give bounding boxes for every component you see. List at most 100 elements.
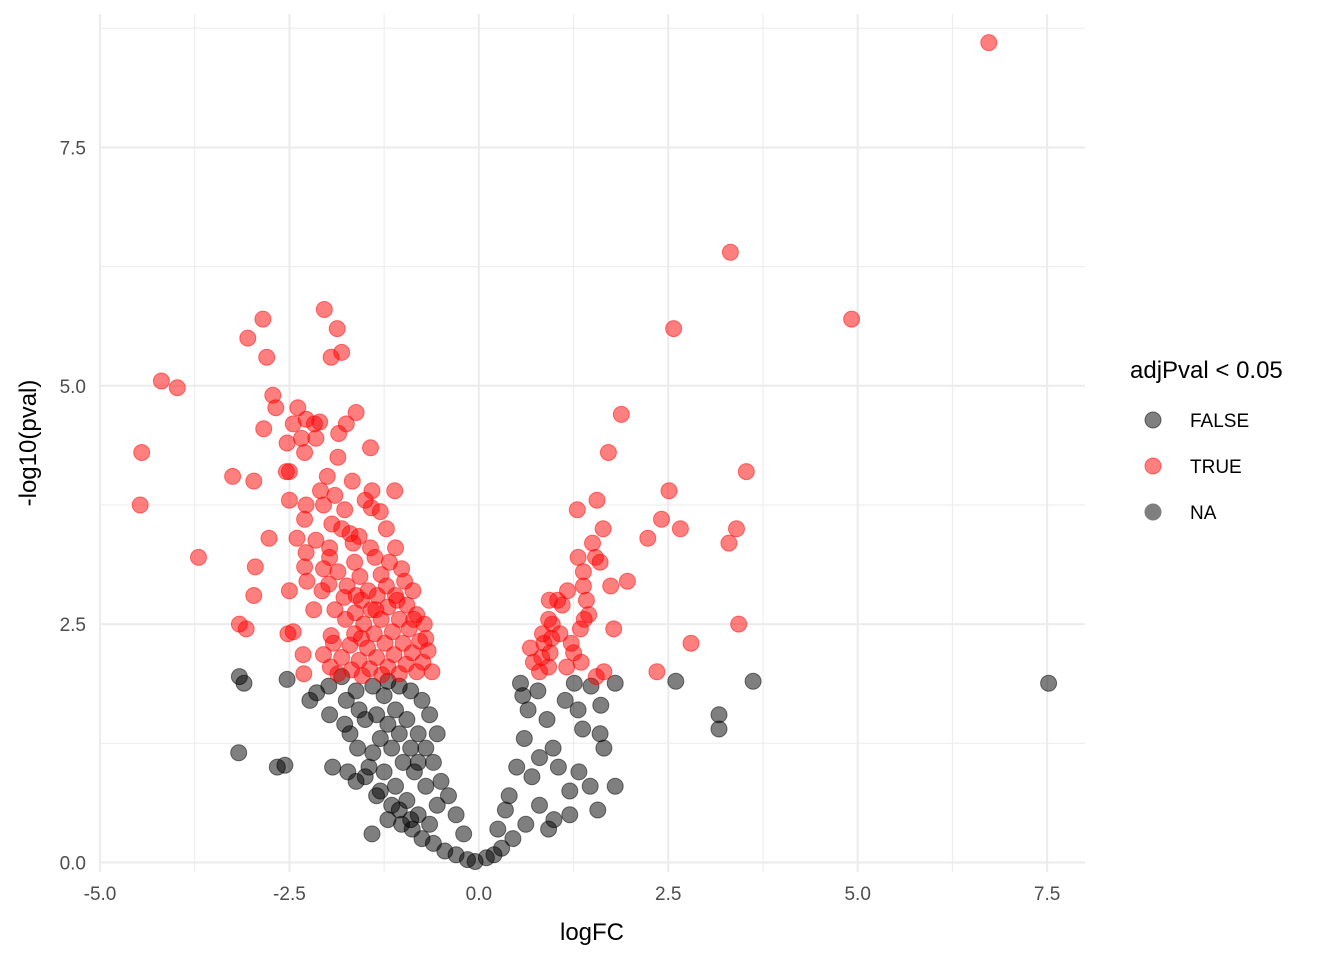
data-point-true: [605, 620, 623, 638]
data-point-true: [574, 563, 592, 581]
data-point-false: [417, 777, 435, 795]
data-point-false: [1040, 674, 1058, 692]
data-point-false: [556, 691, 574, 709]
data-point-false: [544, 739, 562, 757]
data-point-true: [294, 646, 312, 664]
data-point-true: [337, 610, 354, 628]
data-point-false: [595, 739, 613, 757]
data-point-false: [523, 768, 541, 786]
data-point-false: [402, 739, 420, 757]
data-point-false: [570, 763, 588, 781]
data-point-false: [375, 763, 393, 781]
data-point-true: [588, 491, 606, 509]
data-point-true: [297, 496, 315, 514]
data-point-true: [258, 348, 276, 366]
x-axis-title: logFC: [560, 919, 624, 946]
y-tick-label: 2.5: [60, 615, 86, 636]
data-point-false: [235, 674, 253, 692]
data-point-true: [568, 501, 586, 519]
data-point-false: [606, 674, 624, 692]
data-point-true: [322, 348, 340, 366]
data-point-true: [553, 596, 571, 614]
points-true-series: [131, 34, 998, 686]
data-point-true: [653, 510, 670, 528]
data-point-false: [574, 720, 592, 738]
x-tick-label: 2.5: [655, 884, 681, 905]
data-point-true: [315, 496, 332, 514]
data-point-false: [421, 815, 439, 833]
data-point-false: [278, 670, 296, 688]
x-tick-label: 5.0: [844, 884, 870, 905]
data-point-true: [295, 665, 313, 683]
data-point-false: [710, 720, 728, 738]
data-point-true: [594, 520, 612, 538]
data-point-true: [347, 587, 365, 604]
data-point-false: [569, 701, 587, 719]
data-point-true: [246, 558, 264, 576]
points-false-series: [230, 668, 1058, 870]
x-tick-label: 0.0: [466, 884, 492, 905]
data-point-false: [606, 777, 624, 795]
data-point-false: [375, 687, 393, 705]
data-point-true: [297, 544, 315, 562]
data-point-true: [313, 582, 331, 600]
data-point-false: [561, 806, 579, 824]
data-point-false: [364, 677, 382, 695]
data-point-true: [730, 615, 748, 633]
data-point-true: [329, 563, 347, 581]
data-point-false: [489, 820, 507, 838]
data-point-false: [710, 706, 728, 724]
data-point-true: [404, 582, 422, 600]
data-point-false: [589, 801, 607, 819]
data-point-false: [364, 744, 382, 762]
data-point-true: [660, 482, 678, 500]
data-point-false: [496, 801, 514, 819]
data-point-false: [321, 706, 339, 724]
data-point-true: [311, 413, 329, 431]
data-point-true: [296, 510, 314, 528]
data-point-false: [540, 820, 558, 838]
data-point-true: [293, 429, 310, 447]
data-point-true: [343, 472, 361, 490]
data-point-true: [284, 623, 302, 641]
data-point-true: [131, 496, 149, 514]
legend-entries: FALSE TRUE NA: [1144, 411, 1249, 524]
data-point-true: [387, 539, 404, 557]
data-point-true: [333, 649, 351, 666]
y-tick-label: 5.0: [60, 377, 86, 398]
data-point-true: [288, 529, 306, 547]
data-point-true: [371, 503, 389, 521]
data-point-false: [508, 758, 526, 776]
data-point-true: [721, 243, 739, 261]
data-point-false: [409, 725, 427, 743]
data-point-true: [665, 320, 683, 338]
data-point-true: [388, 591, 406, 609]
data-point-false: [515, 730, 533, 747]
data-point-false: [402, 682, 420, 700]
data-point-false: [500, 787, 518, 805]
data-point-true: [584, 534, 601, 552]
data-point-false: [421, 706, 439, 724]
data-point-false: [591, 725, 609, 743]
data-point-true: [254, 310, 272, 328]
data-point-false: [466, 853, 484, 870]
data-point-true: [326, 601, 344, 619]
data-point-true: [405, 610, 423, 628]
data-point-true: [352, 629, 370, 647]
data-point-false: [349, 739, 367, 757]
data-point-false: [538, 711, 556, 728]
x-tick-label: -2.5: [273, 884, 306, 905]
data-point-false: [417, 739, 435, 757]
data-point-true: [362, 439, 379, 457]
data-point-true: [569, 548, 587, 566]
data-point-true: [599, 444, 617, 461]
data-point-true: [366, 548, 384, 566]
data-point-true: [305, 601, 323, 619]
data-point-false: [455, 825, 473, 843]
data-point-true: [315, 301, 333, 318]
data-point-true: [639, 529, 657, 547]
data-point-true: [344, 534, 362, 552]
data-point-true: [377, 520, 395, 538]
data-point-false: [276, 756, 294, 774]
